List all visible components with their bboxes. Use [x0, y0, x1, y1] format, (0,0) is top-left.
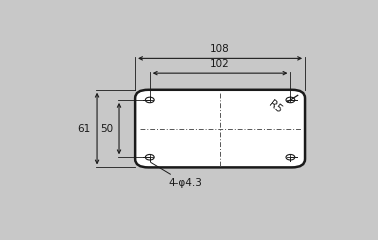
Text: 102: 102: [210, 60, 230, 69]
Text: 4-φ4.3: 4-φ4.3: [151, 162, 203, 188]
Text: 61: 61: [77, 124, 91, 134]
Text: R5: R5: [267, 99, 284, 115]
FancyBboxPatch shape: [135, 90, 305, 168]
Text: 108: 108: [210, 44, 230, 54]
Text: 50: 50: [101, 124, 114, 134]
